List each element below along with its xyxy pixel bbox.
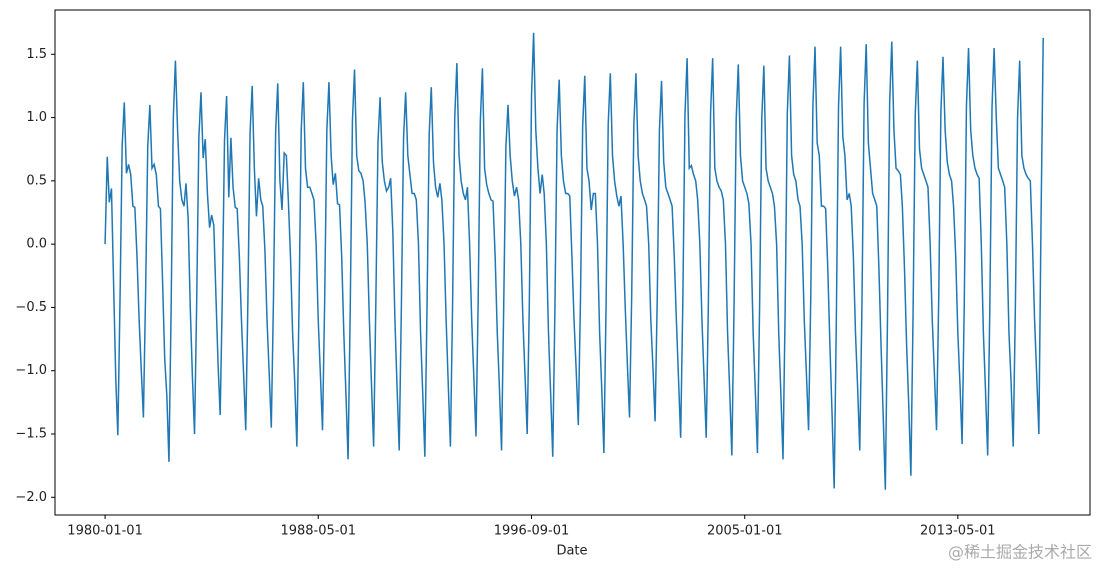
x-tick-label: 2013-05-01 (920, 524, 996, 539)
y-tick-label: 0.5 (26, 173, 47, 188)
y-tick-label: 1.0 (26, 110, 47, 125)
plot-frame (54, 9, 1091, 516)
watermark: @稀土掘金技术社区 (948, 543, 1092, 562)
y-tick-label: −0.5 (15, 300, 47, 315)
x-axis-label: Date (556, 544, 587, 559)
y-tick-label: 1.5 (26, 47, 47, 62)
x-tick-label: 2005-01-01 (707, 524, 783, 539)
y-tick-label: 0.0 (26, 237, 47, 252)
line (104, 32, 1044, 490)
x-tick-label: 1996-09-01 (494, 524, 570, 539)
y-tick-label: −1.0 (15, 363, 47, 378)
y-tick-label: −1.5 (15, 426, 47, 441)
x-tick-label: 1980-01-01 (67, 524, 143, 539)
x-tick-label: 1988-05-01 (280, 524, 356, 539)
y-tick-label: −2.0 (15, 490, 47, 505)
